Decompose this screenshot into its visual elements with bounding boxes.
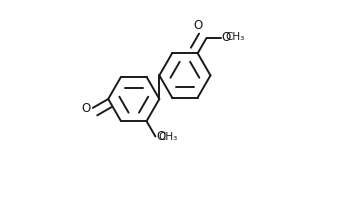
Text: O: O <box>81 102 91 115</box>
Text: O: O <box>193 19 202 32</box>
Text: O: O <box>222 31 231 44</box>
Text: O: O <box>156 130 165 143</box>
Text: CH₃: CH₃ <box>158 132 178 142</box>
Text: CH₃: CH₃ <box>226 32 245 42</box>
